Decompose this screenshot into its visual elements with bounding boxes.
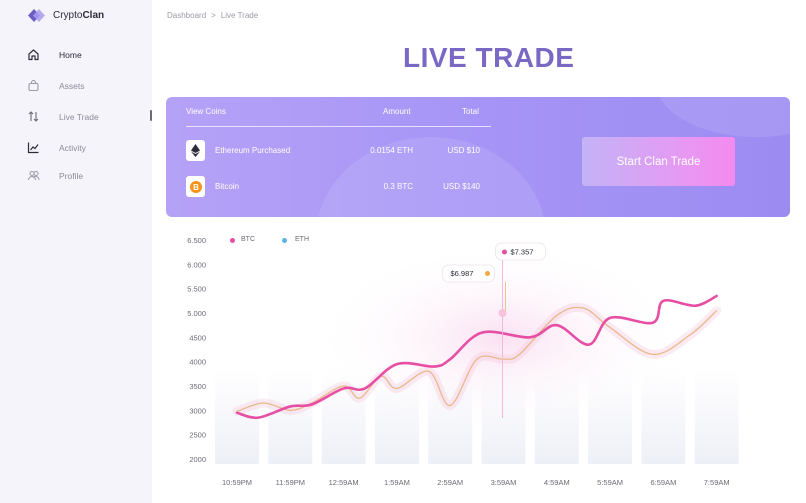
sidebar-item-label: Activity — [59, 142, 86, 153]
bag-icon — [27, 79, 40, 92]
decorative-blob — [656, 97, 790, 137]
y-tick-label: 6.000 — [187, 260, 206, 269]
x-tick-label: 7:59AM — [704, 478, 730, 487]
y-tick-label: 5.500 — [187, 285, 206, 294]
legend-btc-label: BTC — [241, 236, 255, 243]
eth-tooltip-dot — [485, 271, 490, 276]
row-coin-name: Bitcoin — [215, 182, 240, 191]
row-total: USD $10 — [447, 146, 480, 155]
y-tick-label: 4500 — [189, 333, 206, 342]
x-tick-label: 1:59AM — [384, 478, 410, 487]
header-divider — [186, 126, 491, 127]
brand-name: CryptoClan — [53, 10, 105, 21]
x-tick-label: 6:59AM — [650, 478, 676, 487]
chart-icon — [27, 141, 40, 154]
y-axis: 6.500 6.000 5.500 5.000 4500 4000 3500 3000 2500… — [187, 236, 206, 464]
btc-tooltip-box — [495, 242, 546, 261]
home-icon — [27, 48, 40, 61]
chart-column-band — [588, 368, 633, 464]
row-amount: 0.3 BTC — [383, 182, 413, 191]
header-amount: Amount — [383, 107, 411, 116]
brand[interactable]: CryptoClan — [28, 9, 104, 22]
x-tick-label: 5:59AM — [597, 478, 623, 487]
sidebar-item-assets[interactable]: Assets — [27, 79, 85, 92]
row-coin-name: Ethereum Purchased — [215, 146, 291, 155]
y-tick-label: 2000 — [189, 455, 206, 464]
row-total: USD $140 — [443, 182, 480, 191]
logo-icon — [28, 9, 45, 22]
x-axis: 10:59PM 11:59PM 12:59AM 1:59AM 2:59AM 3:59AM 4… — [222, 478, 730, 487]
x-tick-label: 2:59AM — [437, 478, 463, 487]
row-amount: 0.0154 ETH — [370, 146, 413, 155]
eth-tooltip-box — [442, 264, 495, 283]
svg-text:B: B — [193, 183, 199, 192]
chart-bands — [215, 368, 739, 464]
chart-column-band — [641, 368, 686, 464]
sidebar-item-home[interactable]: Home — [27, 48, 82, 61]
ethereum-icon — [186, 140, 205, 161]
x-tick-label: 10:59PM — [222, 478, 252, 487]
start-clan-trade-button[interactable]: Start Clan Trade — [582, 137, 735, 186]
active-nav-indicator — [150, 110, 152, 121]
y-tick-label: 3500 — [189, 382, 206, 391]
sidebar-item-label: Live Trade — [59, 111, 99, 122]
trade-card: View Coins Amount Total Ethereum Purchas… — [166, 97, 790, 217]
chart-column-band — [215, 368, 259, 464]
legend-eth-dot — [282, 238, 287, 243]
legend-eth-label: ETH — [295, 236, 309, 243]
x-tick-label: 11:59PM — [276, 478, 305, 487]
chart-column-band — [694, 368, 739, 464]
legend-btc-dot — [230, 238, 235, 243]
sidebar-item-label: Profile — [59, 170, 84, 181]
sidebar-item-activity[interactable]: Activity — [27, 141, 86, 154]
chart-column-band — [534, 368, 579, 464]
sidebar: CryptoClan Home Assets Live Trade Activi… — [0, 0, 152, 503]
sidebar-item-label: Home — [59, 49, 82, 60]
chart-tooltips: $6.987 $7.357 — [442, 242, 546, 418]
eth-tooltip-label: $6.987 — [451, 269, 474, 278]
btc-tooltip-dot — [502, 249, 507, 255]
y-tick-label: 5.000 — [187, 309, 206, 318]
decorative-blob — [316, 137, 546, 217]
chart-column-band — [428, 368, 473, 464]
btc-tooltip-marker — [498, 309, 507, 317]
arrows-updown-icon — [27, 110, 40, 123]
x-tick-label: 4:59AM — [544, 478, 570, 487]
header-total: Total — [462, 107, 479, 116]
y-tick-label: 6.500 — [187, 236, 206, 245]
breadcrumb-current: Live Trade — [220, 11, 259, 20]
btc-series-line — [235, 294, 718, 420]
chart-column-band — [374, 368, 419, 464]
page-title: LIVE TRADE — [403, 42, 575, 73]
sidebar-item-profile[interactable]: Profile — [27, 169, 83, 182]
sidebar-item-live-trade[interactable]: Live Trade — [27, 110, 99, 123]
breadcrumb-parent[interactable]: Dashboard — [167, 11, 207, 20]
chart-column-band — [321, 368, 366, 464]
x-tick-label: 3:59AM — [491, 478, 517, 487]
users-icon — [27, 169, 40, 182]
x-tick-label: 12:59AM — [329, 478, 359, 487]
sidebar-item-label: Assets — [59, 80, 85, 91]
chart-column-band — [268, 368, 313, 464]
y-tick-label: 2500 — [189, 431, 206, 440]
live-trade-chart: BTC ETH 6.500 6.000 5.500 5.000 4500 4000 3500… — [180, 228, 800, 500]
chart-column-band — [481, 368, 526, 464]
breadcrumb: Dashboard > Live Trade — [167, 11, 258, 20]
eth-series-line — [236, 306, 718, 412]
header-view-coins: View Coins — [186, 107, 226, 116]
y-tick-label: 4000 — [189, 358, 206, 367]
chart-canvas: 6.500 6.000 5.500 5.000 4500 4000 3500 3000 2500… — [187, 236, 739, 487]
bitcoin-icon: B — [186, 176, 205, 197]
breadcrumb-separator: > — [211, 11, 216, 20]
chart-lines — [232, 294, 722, 420]
y-tick-label: 3000 — [189, 406, 206, 415]
btc-tooltip-label: $7.357 — [511, 248, 534, 257]
